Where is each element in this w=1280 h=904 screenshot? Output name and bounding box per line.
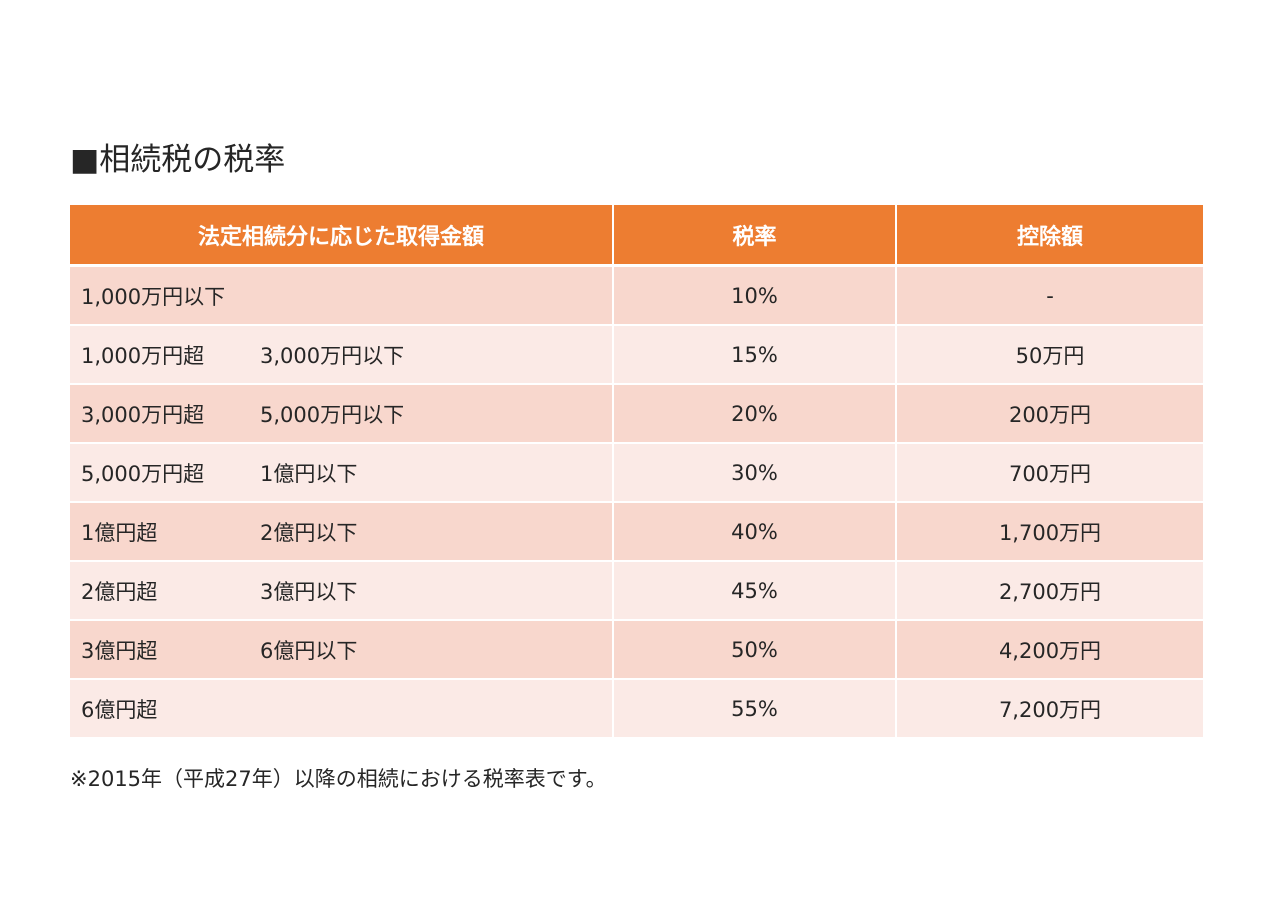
- range-to: 3,000万円以下: [260, 343, 405, 368]
- range-from: 6億円超: [81, 697, 158, 722]
- tax-rate-cell: 30%: [612, 442, 896, 502]
- amount-range-cell: 1,000万円以下: [70, 264, 613, 325]
- amount-range-cell: 1,000万円超 3,000万円以下: [70, 324, 613, 384]
- header-deduction: 控除額: [895, 205, 1203, 267]
- tax-rate-cell: 40%: [612, 501, 896, 561]
- range-to: 1億円以下: [260, 461, 358, 486]
- table-row: 2億円超 3億円以下 45% 2,700万円: [70, 560, 1203, 620]
- table-row: 3億円超 6億円以下 50% 4,200万円: [70, 619, 1203, 679]
- page-title: ■相続税の税率: [70, 142, 286, 178]
- table-row: 6億円超 55% 7,200万円: [70, 678, 1203, 737]
- amount-range-cell: 2億円超 3億円以下: [70, 560, 613, 620]
- deduction-cell: 4,200万円: [895, 619, 1203, 679]
- tax-rate-cell: 15%: [612, 324, 896, 384]
- range-from: 1,000万円以下: [81, 284, 226, 309]
- tax-rate-cell: 50%: [612, 619, 896, 679]
- deduction-cell: 50万円: [895, 324, 1203, 384]
- amount-range-cell: 6億円超: [70, 678, 613, 737]
- table-row: 1億円超 2億円以下 40% 1,700万円: [70, 501, 1203, 561]
- table-header-row: 法定相続分に応じた取得金額 税率 控除額: [70, 205, 1203, 267]
- range-from: 1,000万円超: [81, 343, 205, 368]
- tax-rate-cell: 45%: [612, 560, 896, 620]
- range-from: 2億円超: [81, 579, 158, 604]
- range-to: 6億円以下: [260, 638, 358, 663]
- table-row: 1,000万円超 3,000万円以下 15% 50万円: [70, 324, 1203, 384]
- range-to: 3億円以下: [260, 579, 358, 604]
- footnote: ※2015年（平成27年）以降の相続における税率表です。: [70, 767, 607, 791]
- range-from: 3億円超: [81, 638, 158, 663]
- table-row: 1,000万円以下 10% -: [70, 264, 1203, 325]
- header-acquired-amount: 法定相続分に応じた取得金額: [70, 205, 613, 267]
- deduction-cell: 2,700万円: [895, 560, 1203, 620]
- table-row: 5,000万円超 1億円以下 30% 700万円: [70, 442, 1203, 502]
- deduction-cell: 200万円: [895, 383, 1203, 443]
- tax-rate-cell: 10%: [612, 264, 896, 325]
- amount-range-cell: 5,000万円超 1億円以下: [70, 442, 613, 502]
- range-from: 1億円超: [81, 520, 158, 545]
- amount-range-cell: 1億円超 2億円以下: [70, 501, 613, 561]
- deduction-cell: 7,200万円: [895, 678, 1203, 737]
- range-from: 5,000万円超: [81, 461, 205, 486]
- range-to: 2億円以下: [260, 520, 358, 545]
- header-tax-rate: 税率: [612, 205, 896, 267]
- deduction-cell: -: [895, 264, 1203, 325]
- table-row: 3,000万円超 5,000万円以下 20% 200万円: [70, 383, 1203, 443]
- amount-range-cell: 3,000万円超 5,000万円以下: [70, 383, 613, 443]
- amount-range-cell: 3億円超 6億円以下: [70, 619, 613, 679]
- range-from: 3,000万円超: [81, 402, 205, 427]
- tax-rate-table: 法定相続分に応じた取得金額 税率 控除額 1,000万円以下 10% - 1,0…: [70, 205, 1203, 737]
- tax-rate-cell: 55%: [612, 678, 896, 737]
- deduction-cell: 1,700万円: [895, 501, 1203, 561]
- tax-rate-cell: 20%: [612, 383, 896, 443]
- deduction-cell: 700万円: [895, 442, 1203, 502]
- range-to: 5,000万円以下: [260, 402, 405, 427]
